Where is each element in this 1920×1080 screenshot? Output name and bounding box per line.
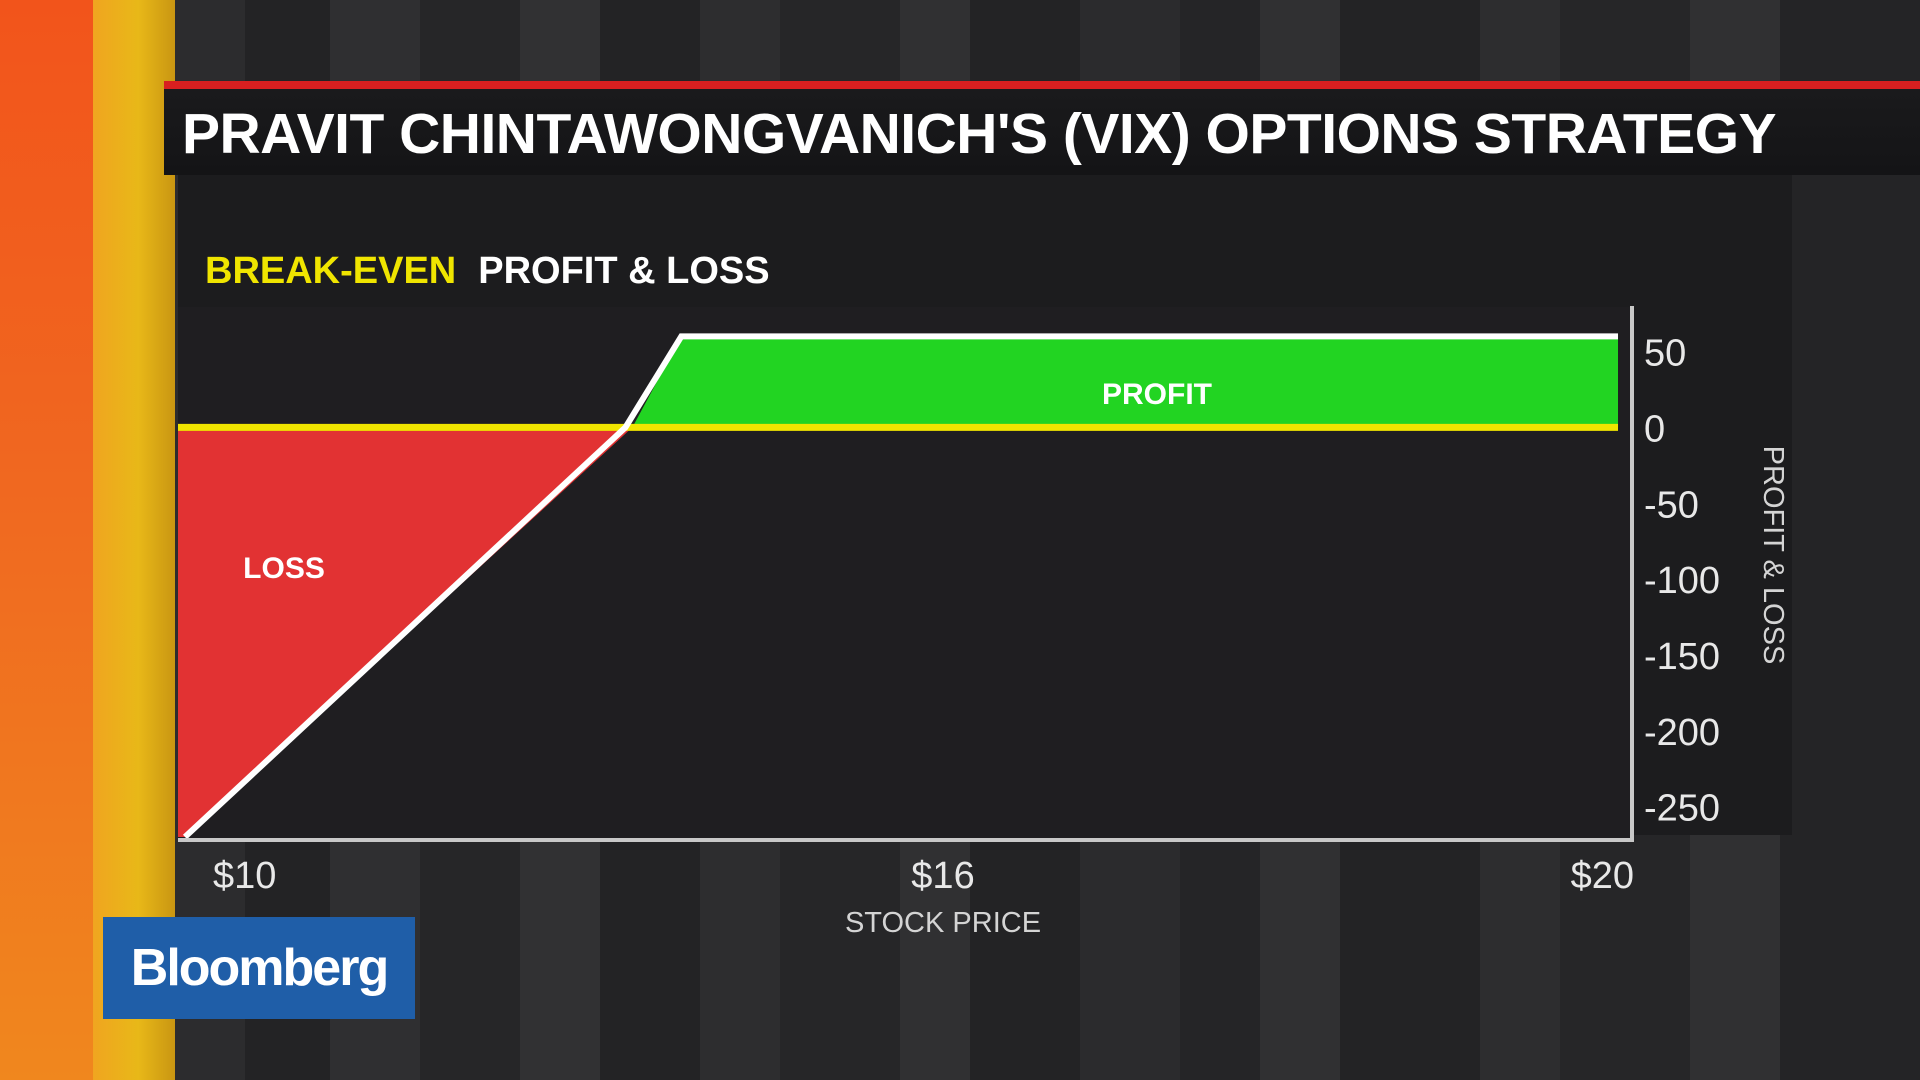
x-tick-label: $16 xyxy=(911,855,974,897)
x-axis-title: STOCK PRICE xyxy=(845,907,1041,939)
legend-profit-loss: PROFIT & LOSS xyxy=(478,250,770,292)
y-tick-label: -150 xyxy=(1644,636,1720,678)
profit-region xyxy=(632,336,1619,428)
y-tick-label: 0 xyxy=(1644,408,1665,450)
x-tick-label: $20 xyxy=(1571,855,1634,897)
y-tick-label: -200 xyxy=(1644,712,1720,754)
y-axis-title: PROFIT & LOSS xyxy=(1757,446,1789,665)
page-title: PRAVIT CHINTAWONGVANICH'S (VIX) OPTIONS … xyxy=(182,102,1777,166)
chart-legend: BREAK-EVEN PROFIT & LOSS xyxy=(205,250,770,293)
title-accent-rule xyxy=(164,81,1920,89)
bloomberg-logo: Bloomberg xyxy=(103,917,415,1019)
profit-region-label: PROFIT xyxy=(1102,378,1212,411)
title-bar xyxy=(164,89,1920,175)
y-tick-label: -250 xyxy=(1644,788,1720,830)
bloomberg-logo-text: Bloomberg xyxy=(130,939,389,997)
x-tick-label: $10 xyxy=(213,855,276,897)
payoff-line xyxy=(182,333,1619,840)
legend-breakeven: BREAK-EVEN xyxy=(205,250,457,292)
orange-side-strip xyxy=(0,0,93,1080)
y-tick-label: 50 xyxy=(1644,333,1686,375)
yellow-side-strip xyxy=(93,0,175,1080)
y-tick-label: -50 xyxy=(1644,484,1699,526)
loss-region-label: LOSS xyxy=(243,552,325,585)
y-tick-label: -100 xyxy=(1644,560,1720,602)
